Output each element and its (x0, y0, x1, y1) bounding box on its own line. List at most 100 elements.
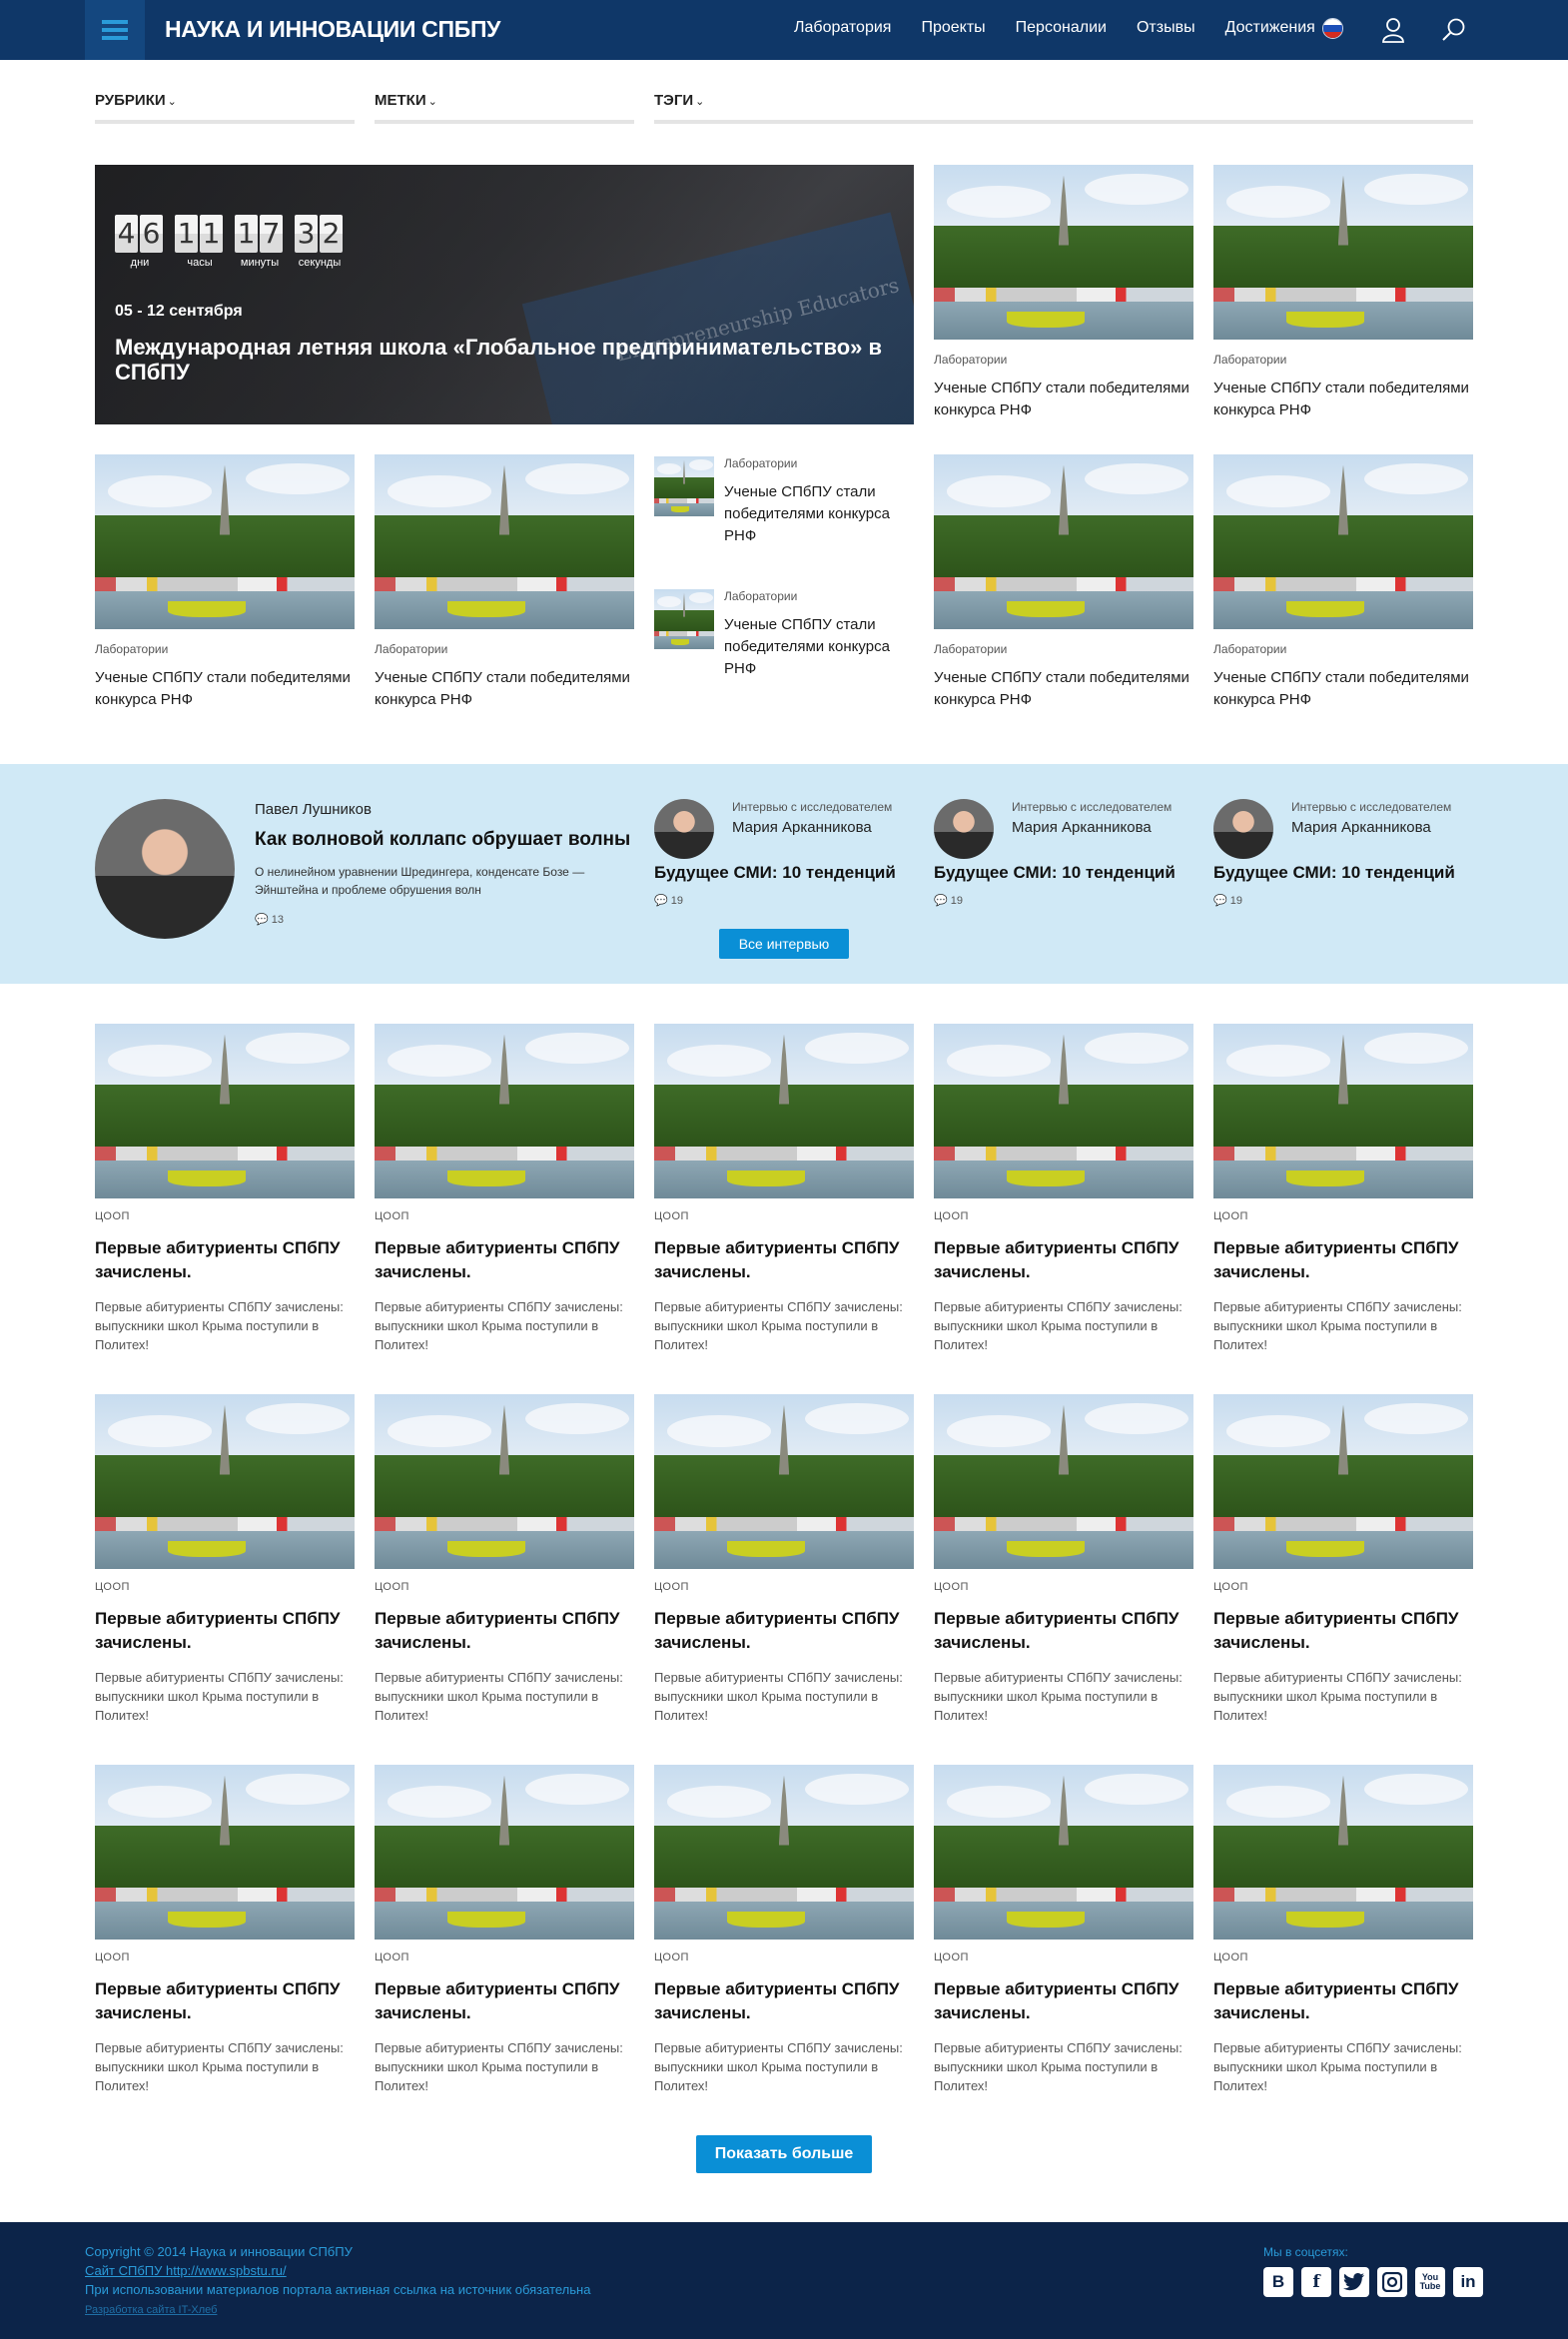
news-photo[interactable] (1213, 454, 1473, 629)
avatar[interactable] (654, 799, 714, 859)
site-logo[interactable]: НАУКА И ИННОВАЦИИ СПБПУ (165, 16, 501, 42)
grid-title[interactable]: Первые абитуриенты СПбПУ зачислены. (654, 1979, 900, 2022)
news-photo[interactable] (95, 454, 355, 629)
avatar[interactable] (95, 799, 235, 939)
interview-item-title[interactable]: Будущее СМИ: 10 тенденций (934, 863, 1176, 882)
featured-event[interactable]: Entrepreneurship Educators 46 дни 11 час… (95, 165, 914, 424)
grid-photo[interactable] (654, 1024, 914, 1198)
comments-count[interactable]: 💬 13 (255, 913, 284, 926)
vk-icon[interactable]: B (1263, 2267, 1293, 2297)
filter-rubrics[interactable]: РУБРИКИ ⌄ (95, 92, 355, 124)
grid-category[interactable]: ЦООП (934, 1951, 969, 1963)
news-photo[interactable] (934, 165, 1193, 340)
grid-photo[interactable] (1213, 1394, 1473, 1569)
twitter-icon[interactable] (1339, 2267, 1369, 2297)
grid-category[interactable]: ЦООП (654, 1581, 689, 1593)
news-category[interactable]: Лаборатории (95, 642, 169, 656)
grid-photo[interactable] (375, 1765, 634, 1940)
grid-category[interactable]: ЦООП (375, 1951, 409, 1963)
grid-photo[interactable] (375, 1024, 634, 1198)
interview-name[interactable]: Мария Арканникова (1291, 819, 1431, 836)
grid-photo[interactable] (1213, 1024, 1473, 1198)
news-category[interactable]: Лаборатории (934, 642, 1008, 656)
grid-photo[interactable] (1213, 1765, 1473, 1940)
show-more-button[interactable]: Показать больше (696, 2135, 872, 2173)
news-category[interactable]: Лаборатории (1213, 353, 1287, 367)
nav-reviews[interactable]: Отзывы (1136, 19, 1195, 36)
nav-laboratory[interactable]: Лаборатория (794, 19, 892, 36)
news-title[interactable]: Ученые СПбПУ стали победителями конкурса… (375, 669, 630, 708)
user-icon[interactable] (1381, 17, 1405, 43)
grid-title[interactable]: Первые абитуриенты СПбПУ зачислены. (375, 1238, 620, 1281)
nav-achievements[interactable]: Достижения (1224, 19, 1315, 36)
grid-photo[interactable] (934, 1765, 1193, 1940)
grid-category[interactable]: ЦООП (375, 1581, 409, 1593)
grid-category[interactable]: ЦООП (654, 1951, 689, 1963)
menu-button[interactable] (85, 0, 145, 60)
grid-photo[interactable] (95, 1024, 355, 1198)
interview-author[interactable]: Павел Лушников (255, 801, 372, 818)
news-title[interactable]: Ученые СПбПУ стали победителями конкурса… (724, 483, 890, 544)
grid-title[interactable]: Первые абитуриенты СПбПУ зачислены. (934, 1238, 1179, 1281)
interview-item-title[interactable]: Будущее СМИ: 10 тенденций (654, 863, 896, 882)
featured-title[interactable]: Международная летняя школа «Глобальное п… (115, 335, 883, 385)
grid-title[interactable]: Первые абитуриенты СПбПУ зачислены. (375, 1609, 620, 1652)
grid-category[interactable]: ЦООП (95, 1951, 130, 1963)
all-interviews-button[interactable]: Все интервью (719, 929, 849, 959)
grid-category[interactable]: ЦООП (95, 1210, 130, 1222)
grid-photo[interactable] (654, 1394, 914, 1569)
grid-title[interactable]: Первые абитуриенты СПбПУ зачислены. (95, 1609, 341, 1652)
interview-item-title[interactable]: Будущее СМИ: 10 тенденций (1213, 863, 1455, 882)
news-photo[interactable] (1213, 165, 1473, 340)
avatar[interactable] (934, 799, 994, 859)
linkedin-icon[interactable]: in (1453, 2267, 1483, 2297)
youtube-icon[interactable]: You Tube (1415, 2267, 1445, 2297)
footer-dev-link[interactable]: Разработка сайта IT-Хлеб (85, 2304, 218, 2316)
news-title[interactable]: Ученые СПбПУ стали победителями конкурса… (1213, 380, 1469, 418)
grid-category[interactable]: ЦООП (95, 1581, 130, 1593)
news-category[interactable]: Лаборатории (724, 589, 798, 603)
grid-photo[interactable] (95, 1765, 355, 1940)
interview-name[interactable]: Мария Арканникова (1012, 819, 1152, 836)
grid-title[interactable]: Первые абитуриенты СПбПУ зачислены. (1213, 1979, 1459, 2022)
comments-count[interactable]: 💬 19 (654, 894, 683, 907)
news-category[interactable]: Лаборатории (934, 353, 1008, 367)
nav-persons[interactable]: Персоналии (1015, 19, 1107, 36)
grid-photo[interactable] (934, 1394, 1193, 1569)
news-category[interactable]: Лаборатории (1213, 642, 1287, 656)
interview-title[interactable]: Как волновой коллапс обрушает волны (255, 829, 631, 850)
interview-name[interactable]: Мария Арканникова (732, 819, 872, 836)
grid-title[interactable]: Первые абитуриенты СПбПУ зачислены. (654, 1609, 900, 1652)
news-title[interactable]: Ученые СПбПУ стали победителями конкурса… (934, 380, 1189, 418)
grid-photo[interactable] (375, 1394, 634, 1569)
search-icon[interactable] (1441, 17, 1467, 43)
news-category[interactable]: Лаборатории (375, 642, 448, 656)
grid-category[interactable]: ЦООП (654, 1210, 689, 1222)
facebook-icon[interactable]: f (1301, 2267, 1331, 2297)
grid-photo[interactable] (654, 1765, 914, 1940)
russian-flag-icon[interactable] (1322, 18, 1343, 39)
grid-title[interactable]: Первые абитуриенты СПбПУ зачислены. (654, 1238, 900, 1281)
news-category[interactable]: Лаборатории (724, 456, 798, 470)
grid-title[interactable]: Первые абитуриенты СПбПУ зачислены. (95, 1979, 341, 2022)
news-title[interactable]: Ученые СПбПУ стали победителями конкурса… (95, 669, 351, 708)
filter-marks[interactable]: МЕТКИ ⌄ (375, 92, 634, 124)
avatar[interactable] (1213, 799, 1273, 859)
grid-category[interactable]: ЦООП (1213, 1951, 1248, 1963)
news-title[interactable]: Ученые СПбПУ стали победителями конкурса… (934, 669, 1189, 708)
grid-category[interactable]: ЦООП (934, 1581, 969, 1593)
filter-tags[interactable]: ТЭГИ ⌄ (654, 92, 1473, 124)
grid-category[interactable]: ЦООП (934, 1210, 969, 1222)
grid-title[interactable]: Первые абитуриенты СПбПУ зачислены. (375, 1979, 620, 2022)
news-title[interactable]: Ученые СПбПУ стали победителями конкурса… (724, 616, 890, 677)
instagram-icon[interactable] (1377, 2267, 1407, 2297)
grid-category[interactable]: ЦООП (375, 1210, 409, 1222)
news-photo[interactable] (375, 454, 634, 629)
grid-photo[interactable] (934, 1024, 1193, 1198)
comments-count[interactable]: 💬 19 (1213, 894, 1242, 907)
grid-title[interactable]: Первые абитуриенты СПбПУ зачислены. (1213, 1238, 1459, 1281)
grid-title[interactable]: Первые абитуриенты СПбПУ зачислены. (934, 1609, 1179, 1652)
nav-projects[interactable]: Проекты (921, 19, 986, 36)
grid-category[interactable]: ЦООП (1213, 1581, 1248, 1593)
news-thumb[interactable] (654, 456, 714, 516)
